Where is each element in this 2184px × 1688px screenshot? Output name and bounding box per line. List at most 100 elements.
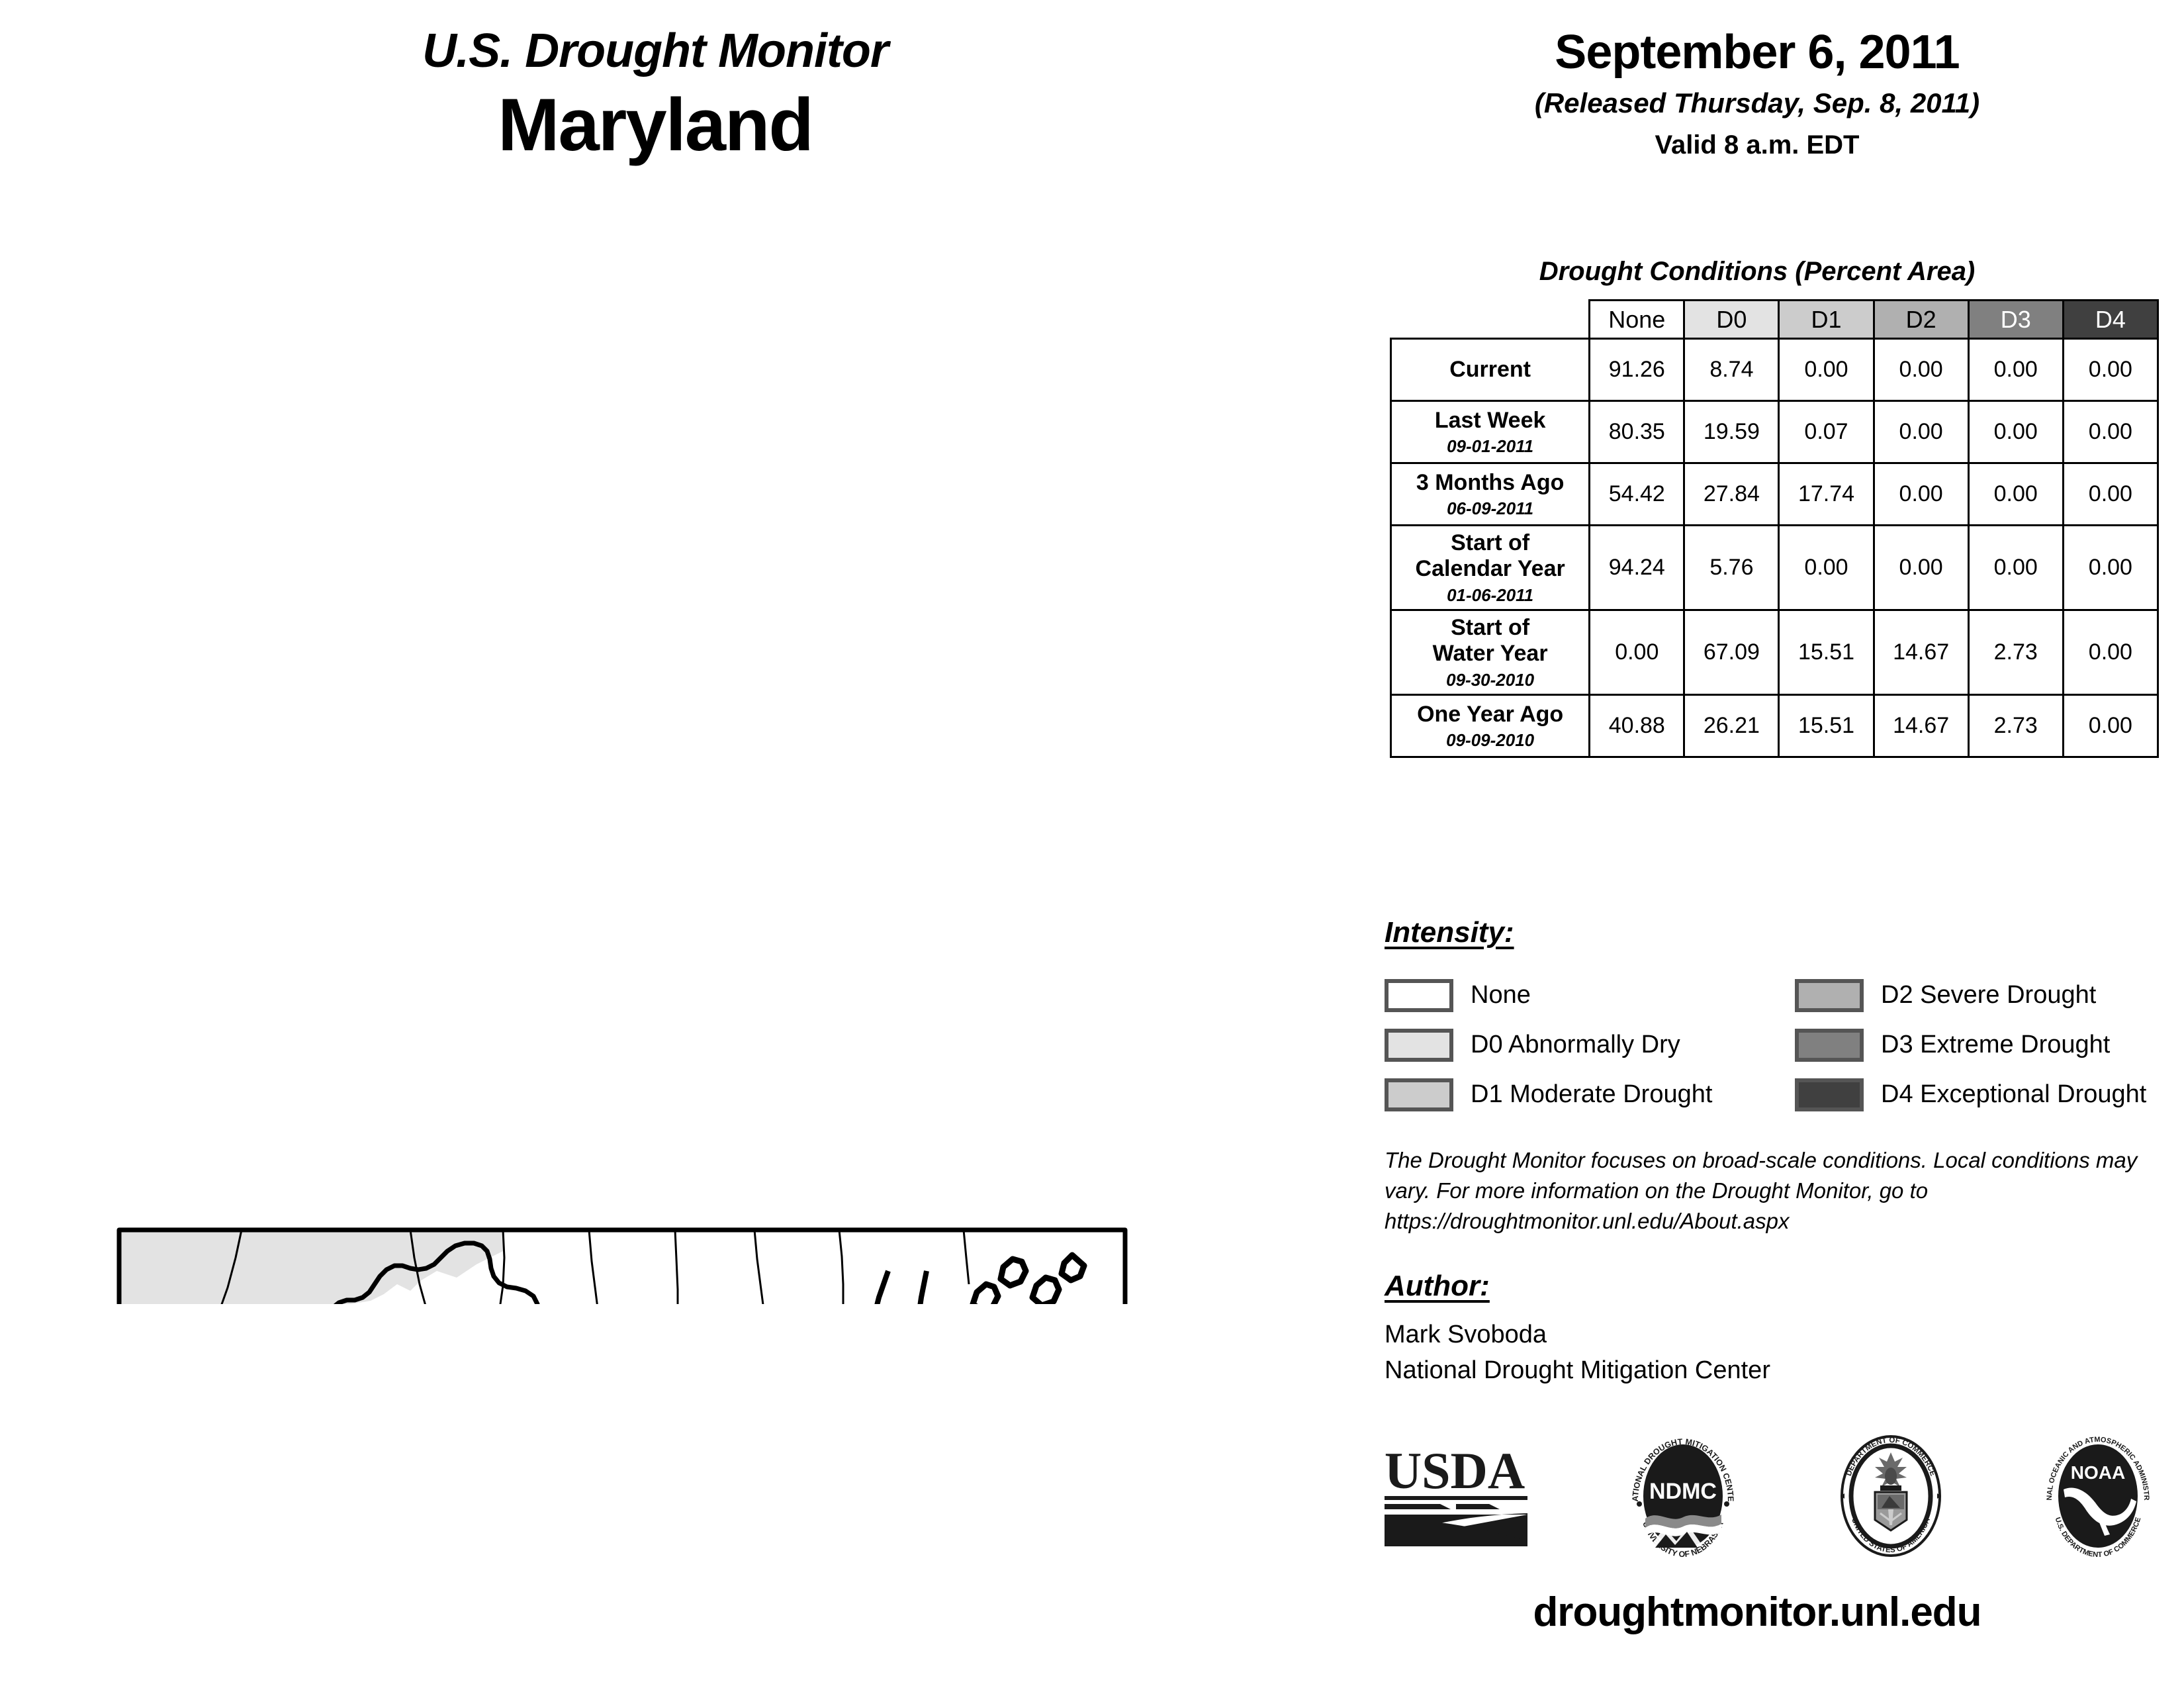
- cell-oneyear-d1: 15.51: [1778, 694, 1875, 759]
- cell-oneyear-none: 40.88: [1588, 694, 1686, 759]
- row-title: Start of Calendar Year: [1415, 530, 1565, 582]
- doc-seal-logo[interactable]: DEPARTMENT OF COMMERCE UNITED STATES OF …: [1831, 1435, 1950, 1561]
- cell-calyear-none: 94.24: [1588, 524, 1686, 612]
- row-title: 3 Months Ago: [1416, 469, 1565, 495]
- cell-calyear-d4: 0.00: [2062, 524, 2160, 612]
- row-date: 09-09-2010: [1446, 730, 1535, 751]
- row-date: 01-06-2011: [1447, 585, 1534, 605]
- row-title: One Year Ago: [1417, 701, 1564, 727]
- cell-wateryear-d2: 14.67: [1872, 609, 1970, 696]
- row-date: 09-30-2010: [1446, 669, 1535, 690]
- map-date: September 6, 2011: [1555, 26, 1960, 79]
- noaa-acronym-text: NOAA: [2071, 1462, 2125, 1483]
- table-header-row: None D0 D1 D2 D3 D4: [1391, 299, 2160, 340]
- author-block: Mark Svoboda National Drought Mitigation…: [1385, 1317, 2165, 1389]
- cell-current-none: 91.26: [1588, 338, 1686, 402]
- state-title: Maryland: [498, 83, 814, 166]
- cell-lastweek-d3: 0.00: [1967, 400, 2064, 464]
- col-header-none: None: [1588, 299, 1686, 340]
- drought-conditions-table: None D0 D1 D2 D3 D4 Current 91.26 8.74 0…: [1389, 299, 2160, 759]
- row-date: 09-01-2011: [1447, 436, 1534, 457]
- row-label-current: Current: [1389, 338, 1591, 402]
- legend-swatch-none: [1385, 978, 1453, 1012]
- d0-drought-region: [119, 1230, 503, 1304]
- ndmc-logo[interactable]: NATIONAL DROUGHT MITIGATION CENTER UNIVE…: [1621, 1428, 1743, 1561]
- col-header-d1: D1: [1778, 299, 1875, 340]
- noaa-logo[interactable]: NATIONAL OCEANIC AND ATMOSPHERIC ADMINIS…: [2036, 1429, 2158, 1561]
- legend-label-none: None: [1471, 981, 1531, 1009]
- chesapeake-bay-channel: [874, 1270, 891, 1304]
- row-date: 06-09-2011: [1447, 498, 1534, 519]
- cell-calyear-d3: 0.00: [1967, 524, 2064, 612]
- legend-swatch-d2: [1795, 978, 1864, 1012]
- legend-label-d0: D0 Abnormally Dry: [1471, 1031, 1680, 1058]
- cell-3months-d1: 17.74: [1778, 462, 1875, 526]
- ndmc-logo-svg: NATIONAL DROUGHT MITIGATION CENTER UNIVE…: [1621, 1428, 1736, 1559]
- cell-oneyear-d0: 26.21: [1683, 694, 1780, 759]
- legend-item-d1: D1 Moderate Drought: [1385, 1070, 1755, 1119]
- usda-logo[interactable]: USDA: [1377, 1440, 1535, 1556]
- partner-logos: USDA NATIONAL DROUGHT MITIGATION CENTER: [1377, 1428, 2158, 1561]
- legend-swatch-d0: [1385, 1028, 1453, 1062]
- table-row: Current 91.26 8.74 0.00 0.00 0.00 0.00: [1389, 338, 2160, 402]
- site-url[interactable]: droughtmonitor.unl.edu: [1533, 1589, 1981, 1635]
- row-label-one-year-ago: One Year Ago 09-09-2010: [1389, 694, 1591, 759]
- cell-oneyear-d4: 0.00: [2062, 694, 2160, 759]
- legend-item-d4: D4 Exceptional Drought: [1795, 1070, 2165, 1119]
- maryland-map-svg: [116, 1227, 1128, 1304]
- cell-calyear-d0: 5.76: [1683, 524, 1780, 612]
- row-label-start-water-year: Start of Water Year 09-30-2010: [1389, 609, 1591, 696]
- date-header-block: September 6, 2011 (Released Thursday, Se…: [1350, 26, 2164, 160]
- table-row: Last Week 09-01-2011 80.35 19.59 0.07 0.…: [1389, 400, 2160, 464]
- cell-current-d0: 8.74: [1683, 338, 1780, 402]
- cell-3months-d0: 27.84: [1683, 462, 1780, 526]
- usda-logo-svg: USDA: [1385, 1442, 1527, 1546]
- cell-calyear-d1: 0.00: [1778, 524, 1875, 612]
- legend-item-d2: D2 Severe Drought: [1795, 970, 2165, 1020]
- cell-lastweek-d4: 0.00: [2062, 400, 2160, 464]
- col-header-d0: D0: [1683, 299, 1780, 340]
- cell-3months-d2: 0.00: [1872, 462, 1970, 526]
- table-row: Start of Water Year 09-30-2010 0.00 67.09…: [1389, 609, 2160, 696]
- program-title: U.S. Drought Monitor: [422, 24, 889, 77]
- cell-current-d2: 0.00: [1872, 338, 1970, 402]
- legend-label-d4: D4 Exceptional Drought: [1881, 1080, 2147, 1108]
- table-caption: Drought Conditions (Percent Area): [1539, 257, 1976, 286]
- noaa-logo-svg: NATIONAL OCEANIC AND ATMOSPHERIC ADMINIS…: [2036, 1429, 2150, 1559]
- release-date: (Released Thursday, Sep. 8, 2011): [1534, 87, 1980, 119]
- cell-oneyear-d2: 14.67: [1872, 694, 1970, 759]
- maryland-drought-map[interactable]: [40, 589, 1297, 1304]
- author-organization: National Drought Mitigation Center: [1385, 1356, 1770, 1384]
- cell-wateryear-d4: 0.00: [2062, 609, 2160, 696]
- valid-time: Valid 8 a.m. EDT: [1655, 130, 1860, 160]
- cell-lastweek-d2: 0.00: [1872, 400, 1970, 464]
- map-layers: [116, 1227, 1128, 1304]
- cell-current-d4: 0.00: [2062, 338, 2160, 402]
- table-row: One Year Ago 09-09-2010 40.88 26.21 15.5…: [1389, 694, 2160, 759]
- table-body: Current 91.26 8.74 0.00 0.00 0.00 0.00 L…: [1389, 338, 2160, 759]
- legend-swatch-d1: [1385, 1078, 1453, 1111]
- cell-lastweek-d0: 19.59: [1683, 400, 1780, 464]
- legend-label-d2: D2 Severe Drought: [1881, 981, 2097, 1009]
- cell-wateryear-none: 0.00: [1588, 609, 1686, 696]
- row-title: Start of Water Year: [1432, 615, 1548, 667]
- cell-3months-d4: 0.00: [2062, 462, 2160, 526]
- col-header-d3: D3: [1967, 299, 2064, 340]
- row-title: Last Week: [1434, 407, 1546, 433]
- cell-wateryear-d3: 2.73: [1967, 609, 2064, 696]
- legend-label-d1: D1 Moderate Drought: [1471, 1080, 1713, 1108]
- row-label-start-calendar-year: Start of Calendar Year 01-06-2011: [1389, 524, 1591, 612]
- map-title-block: U.S. Drought Monitor Maryland: [0, 26, 1310, 164]
- col-header-d4: D4: [2062, 299, 2160, 340]
- cell-calyear-d2: 0.00: [1872, 524, 1970, 612]
- legend-swatch-d3: [1795, 1028, 1864, 1062]
- author-name: Mark Svoboda: [1385, 1321, 1547, 1348]
- cell-3months-none: 54.42: [1588, 462, 1686, 526]
- chesapeake-bay-shoreline: [970, 1252, 1087, 1304]
- cell-3months-d3: 0.00: [1967, 462, 2064, 526]
- ndmc-acronym-text: NDMC: [1649, 1479, 1717, 1504]
- row-label-3-months-ago: 3 Months Ago 06-09-2011: [1389, 462, 1591, 526]
- cell-current-d1: 0.00: [1778, 338, 1875, 402]
- row-label-last-week: Last Week 09-01-2011: [1389, 400, 1591, 464]
